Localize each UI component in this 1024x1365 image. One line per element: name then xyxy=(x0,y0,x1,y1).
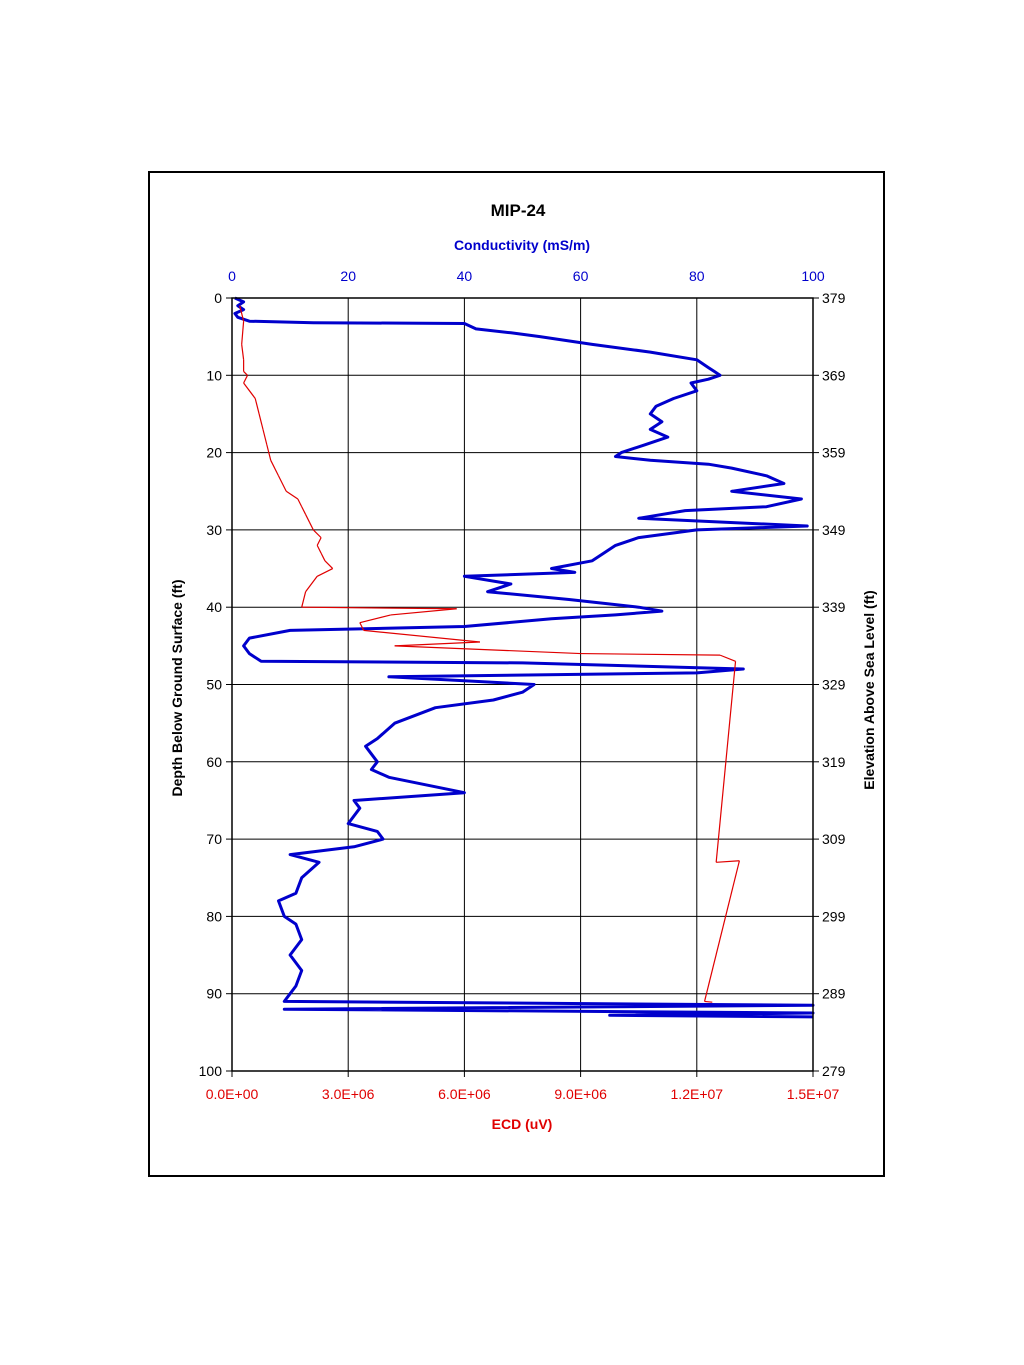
series-segment-ecd xyxy=(297,498,303,507)
series-segment-ecd xyxy=(316,568,333,577)
series-segment-ecd xyxy=(320,552,326,562)
series-segment-ecd xyxy=(305,514,311,523)
left-tick-label: 60 xyxy=(206,754,222,770)
bottom-tick-label: 1.2E+07 xyxy=(671,1086,724,1102)
series-segment-ecd xyxy=(703,860,740,1002)
right-tick-label: 379 xyxy=(822,290,846,306)
right-tick-label: 329 xyxy=(822,677,846,693)
series-segment-ecd xyxy=(312,529,322,539)
top-tick-label: 60 xyxy=(573,268,589,284)
bottom-axis-label: ECD (uV) xyxy=(492,1116,553,1132)
series-segment-ecd xyxy=(308,521,314,531)
bottom-tick-label: 6.0E+06 xyxy=(438,1086,491,1102)
top-tick-label: 100 xyxy=(801,268,825,284)
top-axis-label: Conductivity (mS/m) xyxy=(454,237,590,253)
left-tick-label: 0 xyxy=(214,290,222,306)
series-segment-ecd xyxy=(316,545,322,554)
series-segment-ecd xyxy=(254,398,260,415)
bottom-tick-label: 9.0E+06 xyxy=(554,1086,607,1102)
series-segment-ecd xyxy=(239,305,245,322)
left-tick-label: 100 xyxy=(199,1063,223,1079)
series-segment-ecd xyxy=(324,560,334,569)
series-segment-ecd xyxy=(301,591,307,608)
series-segment-ecd xyxy=(305,575,318,593)
left-tick-label: 80 xyxy=(206,908,222,924)
series-segment-ecd xyxy=(285,490,299,500)
series-segment-ecd xyxy=(266,444,272,461)
series-segment-ecd xyxy=(359,614,391,624)
series-segment-ecd xyxy=(394,645,581,655)
left-tick-label: 40 xyxy=(206,599,222,615)
series-layer xyxy=(233,296,815,1019)
series-segment-ecd xyxy=(359,622,365,631)
grid-lines xyxy=(226,297,819,1077)
right-tick-label: 369 xyxy=(822,367,846,383)
right-tick-label: 309 xyxy=(822,831,846,847)
right-tick-label: 279 xyxy=(822,1063,846,1079)
plot-area-border xyxy=(231,297,814,1072)
chart-title: MIP-24 xyxy=(491,201,546,220)
left-tick-label: 90 xyxy=(206,986,222,1002)
left-tick-label: 50 xyxy=(206,677,222,693)
series-segment-ecd xyxy=(270,460,280,477)
series-segment-ecd xyxy=(277,475,287,492)
tick-labels: 0 379 10 369 20 359 30 349 40 339 50 329 60 319 70 309 8… xyxy=(199,268,846,1102)
right-tick-label: 299 xyxy=(822,908,846,924)
series-segment-ecd xyxy=(262,429,268,446)
series-segment-ecd xyxy=(704,1000,713,1003)
series-segment-ecd xyxy=(363,629,480,643)
series-segment-ecd xyxy=(301,606,457,610)
right-tick-label: 319 xyxy=(822,754,846,770)
top-tick-label: 20 xyxy=(340,268,356,284)
series-segment-ecd xyxy=(716,860,740,863)
bottom-tick-label: 0.0E+00 xyxy=(206,1086,259,1102)
bottom-tick-label: 3.0E+06 xyxy=(322,1086,375,1102)
series-segment-ecd xyxy=(715,661,737,863)
right-axis-label: Elevation Above Sea Level (ft) xyxy=(861,590,877,789)
series-line-conductivity xyxy=(233,296,815,1019)
right-tick-label: 289 xyxy=(822,986,846,1002)
left-tick-label: 70 xyxy=(206,831,222,847)
series-segment-ecd xyxy=(241,344,245,360)
series-segment-ecd xyxy=(316,537,322,546)
series-segment-ecd xyxy=(241,321,245,345)
series-segment-ecd xyxy=(719,654,736,662)
left-tick-label: 30 xyxy=(206,522,222,538)
series-segment-ecd xyxy=(243,371,248,376)
series-segment-ecd xyxy=(301,506,307,515)
series-segment-ecd xyxy=(243,382,256,399)
left-tick-label: 20 xyxy=(206,445,222,461)
left-axis-label: Depth Below Ground Surface (ft) xyxy=(169,580,185,797)
top-tick-label: 80 xyxy=(689,268,705,284)
series-segment-ecd xyxy=(394,641,480,647)
series-segment-ecd xyxy=(258,413,264,430)
top-tick-label: 0 xyxy=(228,268,236,284)
top-tick-label: 40 xyxy=(457,268,473,284)
bottom-tick-label: 1.5E+07 xyxy=(787,1086,840,1102)
right-tick-label: 339 xyxy=(822,599,846,615)
series-segment-ecd xyxy=(580,652,721,656)
series-segment-ecd xyxy=(243,375,249,384)
right-tick-label: 359 xyxy=(822,445,846,461)
left-tick-label: 10 xyxy=(206,367,222,383)
right-tick-label: 349 xyxy=(822,522,846,538)
series-segment-ecd xyxy=(390,608,457,616)
